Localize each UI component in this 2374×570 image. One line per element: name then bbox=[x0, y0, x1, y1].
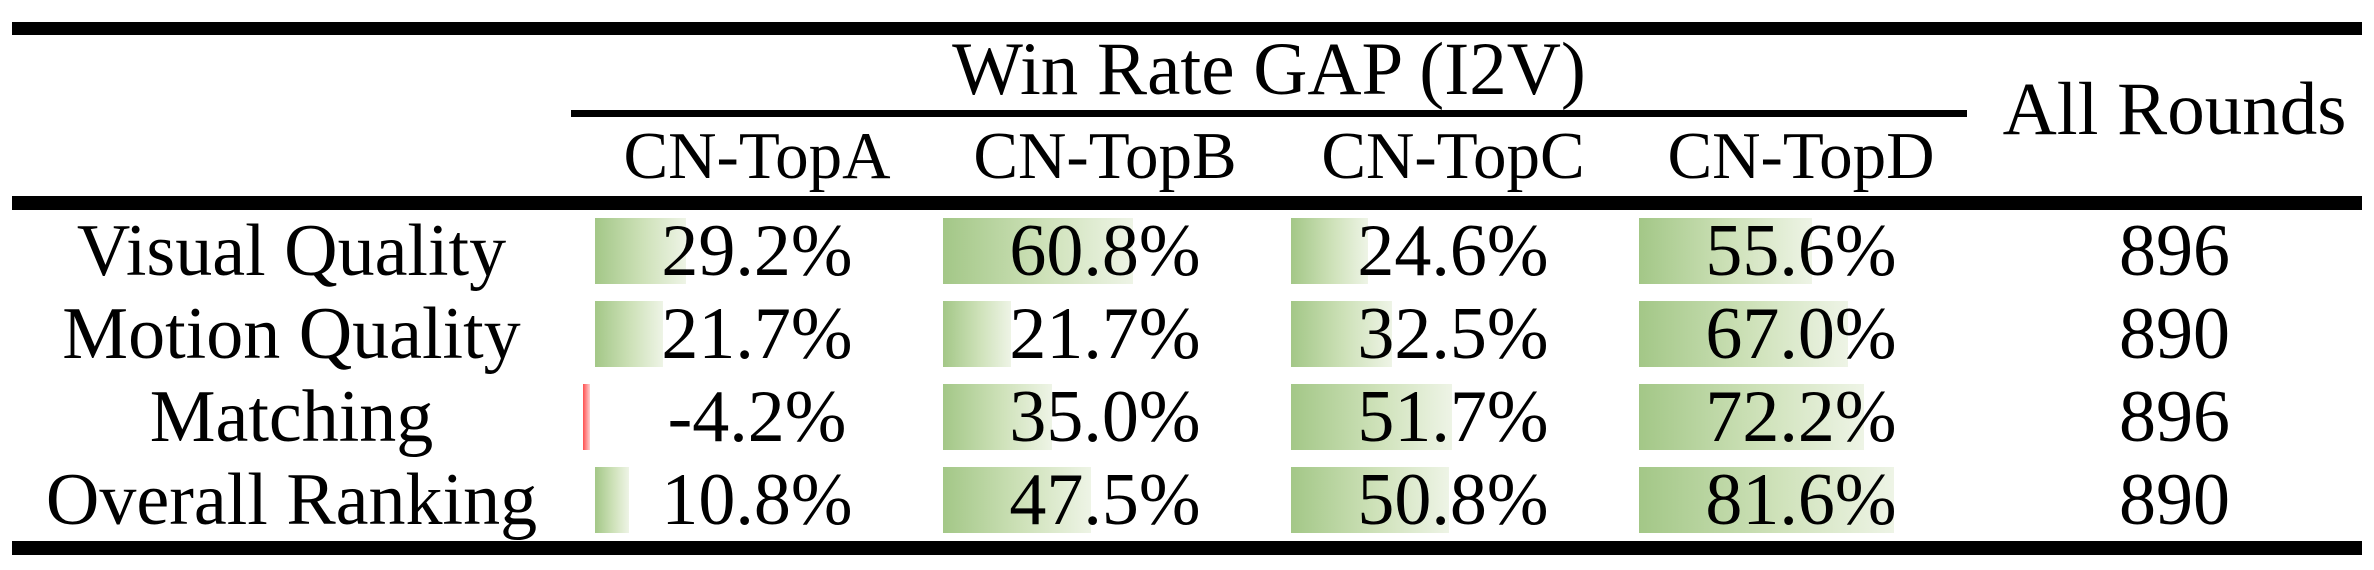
data-bar bbox=[1291, 218, 1368, 285]
data-cell: 10.8% bbox=[583, 458, 931, 541]
row-label: Visual Quality bbox=[76, 210, 507, 293]
data-cell: 32.5% bbox=[1279, 293, 1627, 376]
data-bar-negative bbox=[583, 383, 590, 450]
cell-value: 21.7% bbox=[1009, 293, 1201, 376]
data-cell: 35.0% bbox=[931, 376, 1279, 459]
data-bar bbox=[943, 301, 1011, 368]
all-rounds-column-header: All Rounds bbox=[2002, 67, 2347, 151]
cell-value: 67.0% bbox=[1705, 293, 1897, 376]
data-bar bbox=[595, 466, 629, 533]
cell-value: 47.5% bbox=[1009, 458, 1201, 541]
column-header-cn-topd: CN-TopD bbox=[1667, 119, 1935, 193]
table-top-rule bbox=[12, 22, 2362, 35]
table-row-visual-quality: Visual Quality 29.2% 60.8% 24.6% 55.6% 8… bbox=[0, 210, 2374, 293]
data-bar bbox=[1291, 466, 1450, 533]
data-cell: 21.7% bbox=[931, 293, 1279, 376]
column-header-cn-topb: CN-TopB bbox=[973, 119, 1237, 193]
cell-value: 35.0% bbox=[1009, 375, 1201, 458]
data-cell: 67.0% bbox=[1627, 293, 1975, 376]
column-header-cn-topc: CN-TopC bbox=[1321, 119, 1585, 193]
row-label: Motion Quality bbox=[62, 293, 521, 376]
data-bar bbox=[943, 218, 1133, 285]
data-bar bbox=[943, 383, 1053, 450]
data-bar bbox=[1639, 218, 1813, 285]
cell-value: 51.7% bbox=[1357, 375, 1549, 458]
data-cell: 29.2% bbox=[583, 210, 931, 293]
data-bar bbox=[595, 218, 687, 285]
data-bar bbox=[1291, 301, 1393, 368]
table-body: Visual Quality 29.2% 60.8% 24.6% 55.6% 8… bbox=[0, 210, 2374, 541]
cell-value: -4.2% bbox=[667, 375, 847, 458]
data-bar bbox=[1291, 383, 1453, 450]
data-bar bbox=[943, 466, 1092, 533]
data-bar bbox=[1639, 383, 1865, 450]
cell-value: 24.6% bbox=[1357, 210, 1549, 293]
cell-value: 32.5% bbox=[1357, 293, 1549, 376]
cell-value: 50.8% bbox=[1357, 458, 1549, 541]
all-rounds-value: 896 bbox=[2119, 210, 2230, 293]
column-header-cn-topa: CN-TopA bbox=[623, 119, 891, 193]
data-cell: 72.2% bbox=[1627, 376, 1975, 459]
header-bottom-rule bbox=[12, 196, 2362, 210]
data-cell: 81.6% bbox=[1627, 458, 1975, 541]
data-cell: 24.6% bbox=[1279, 210, 1627, 293]
data-cell: 55.6% bbox=[1627, 210, 1975, 293]
table-row-matching: Matching -4.2% 35.0% 51.7% 72.2% 896 bbox=[0, 376, 2374, 459]
cell-value: 60.8% bbox=[1009, 210, 1201, 293]
data-bar bbox=[1639, 301, 1849, 368]
data-bar bbox=[595, 301, 663, 368]
table-row-motion-quality: Motion Quality 21.7% 21.7% 32.5% 67.0% 8… bbox=[0, 293, 2374, 376]
row-label: Matching bbox=[149, 375, 434, 458]
data-cell: -4.2% bbox=[583, 376, 931, 459]
cell-value: 72.2% bbox=[1705, 375, 1897, 458]
data-cell: 50.8% bbox=[1279, 458, 1627, 541]
table-bottom-rule bbox=[12, 541, 2362, 555]
table-row-overall-ranking: Overall Ranking 10.8% 47.5% 50.8% 81.6% … bbox=[0, 458, 2374, 541]
all-rounds-value: 896 bbox=[2119, 375, 2230, 458]
cell-value: 29.2% bbox=[661, 210, 853, 293]
cell-value: 81.6% bbox=[1705, 458, 1897, 541]
data-cell: 21.7% bbox=[583, 293, 931, 376]
group-header-title: Win Rate GAP (I2V) bbox=[952, 27, 1586, 111]
column-header-row: CN-TopA CN-TopB CN-TopC CN-TopD bbox=[0, 117, 2374, 196]
row-label: Overall Ranking bbox=[45, 458, 538, 541]
data-bar bbox=[1639, 466, 1894, 533]
cell-value: 55.6% bbox=[1705, 210, 1897, 293]
data-cell: 47.5% bbox=[931, 458, 1279, 541]
cell-value: 21.7% bbox=[661, 293, 853, 376]
data-cell: 51.7% bbox=[1279, 376, 1627, 459]
cell-value: 10.8% bbox=[661, 458, 853, 541]
group-header-underline-rule bbox=[571, 110, 1967, 117]
all-rounds-value: 890 bbox=[2119, 293, 2230, 376]
all-rounds-value: 890 bbox=[2119, 458, 2230, 541]
data-cell: 60.8% bbox=[931, 210, 1279, 293]
